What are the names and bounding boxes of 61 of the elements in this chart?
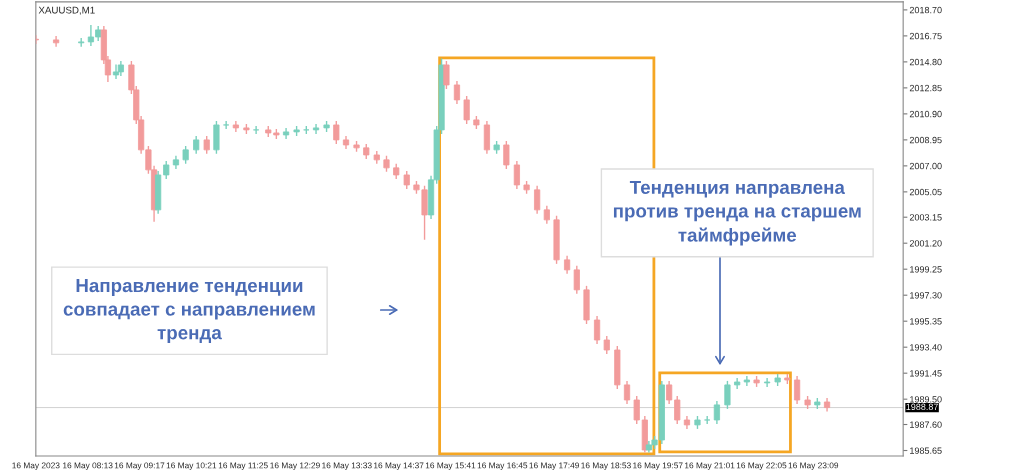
candlestick [513,160,520,190]
y-tick-label: 2001.20 [909,240,942,247]
chart-title: XAUUSD,M1 [38,6,95,15]
candlestick [333,120,340,145]
x-tick-label: 16 May 23:09 [788,462,839,470]
x-tick-label: 16 May 16:45 [477,462,528,470]
candlestick [443,60,450,90]
candlestick [793,375,801,405]
y-tick-label: 2005.05 [909,188,942,196]
x-tick-label: 16 May 14:37 [374,462,424,470]
y-tick-label: 1995.35 [910,318,942,325]
y-tick-label: 1999.25 [910,266,942,273]
candlestick [633,395,640,425]
y-tick-label: 1987.60 [910,421,942,428]
y-tick-label: 1997.30 [910,292,942,299]
y-tick-label: 2016.75 [909,32,942,40]
y-tick-label: 2010.90 [909,110,942,118]
x-tick-label: 16 May 15:41 [425,462,476,470]
candlestick [534,185,541,215]
candlestick [713,400,720,425]
candlestick [503,140,510,170]
y-tick-label: 1993.40 [910,344,942,351]
candlestick [674,395,681,425]
candlestick [78,37,85,48]
x-tick-label: 16 May 10:21 [166,462,217,470]
candlestick [764,377,771,388]
x-tick-label: 16 May 08:13 [63,462,113,470]
y-tick-label: 2003.15 [909,214,942,221]
candlestick [666,380,673,405]
y-tick-label: 2012.85 [909,84,942,92]
annotation: Направление тенденции совпадает с направлением тренда [63,279,315,344]
candlestick [573,265,580,295]
annotation: Тенденция направлена против тренда на старшем таймфрейме [613,180,861,246]
x-tick-label: 16 May 21:01 [685,462,735,470]
y-tick-label: 2008.95 [909,136,942,144]
x-tick-label: 16 May 13:33 [322,462,372,470]
x-tick-label: 16 May 11:25 [218,462,268,470]
x-tick-label: 16 May 09:17 [114,462,165,470]
y-tick-label: 1991.45 [910,370,942,377]
candlestick [223,120,230,130]
candlestick [704,415,711,425]
x-tick-label: 16 May 12:29 [270,462,320,470]
candlestick [724,380,731,410]
ref-line-label: 1988.87 [906,403,938,410]
candlestick [453,80,461,105]
x-tick-label: 16 May 2023 [12,462,60,470]
candlestick [593,315,601,345]
candlestick [52,35,60,48]
y-tick-label: 2014.80 [909,58,942,66]
x-tick-label: 16 May 22:05 [736,462,787,470]
x-tick-label: 16 May 17:49 [529,462,579,470]
y-tick-label: 2018.70 [909,6,942,14]
candlestick [112,63,120,80]
candlestick [463,95,470,125]
candlestick [253,125,260,135]
y-tick-label: 1985.65 [910,447,942,454]
x-tick-label: 16 May 18:53 [581,462,631,470]
y-tick-label: 1989.50 [910,396,942,403]
candlestick [623,380,631,405]
y-tick-label: 2007.00 [909,162,942,170]
x-tick-label: 16 May 19:57 [633,462,683,470]
